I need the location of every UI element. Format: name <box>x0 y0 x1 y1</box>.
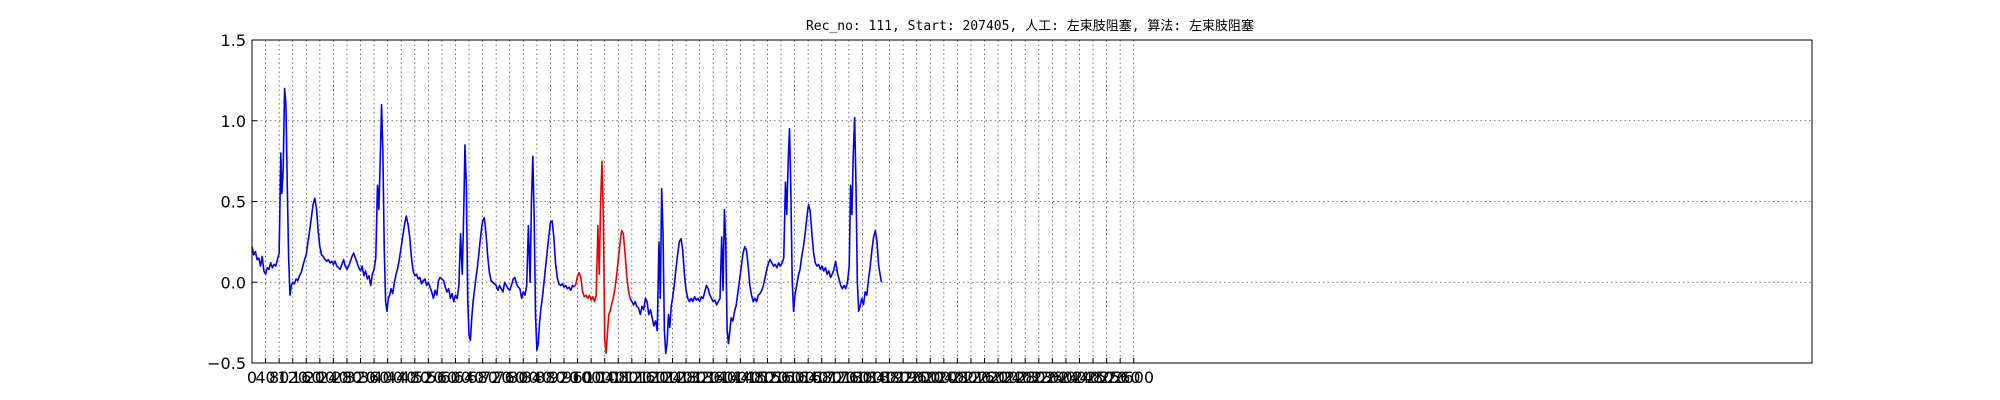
x-tick-label: 2440 <box>1059 368 1100 387</box>
x-tick-label: 760 <box>494 368 525 387</box>
x-tick-label: 1680 <box>801 368 842 387</box>
y-tick-label: 1.5 <box>221 31 246 50</box>
y-tick-label: −0.5 <box>207 354 246 373</box>
x-tick-label: 640 <box>454 368 485 387</box>
x-tick-label: 2400 <box>1046 368 1087 387</box>
x-tick-label: 2280 <box>1005 368 1046 387</box>
ecg-series-line <box>573 160 631 355</box>
x-tick-label: 1160 <box>625 368 666 387</box>
x-tick-label: 2520 <box>1086 368 1127 387</box>
y-tick-label: 1.0 <box>221 112 246 131</box>
x-tick-label: 400 <box>372 368 403 387</box>
x-axis-ticks: 0408012016020024028032036040044048052056… <box>247 358 1154 387</box>
plot-series <box>251 87 883 355</box>
x-tick-label: 1080 <box>598 368 639 387</box>
y-gridlines <box>252 39 1812 364</box>
x-tick-label: 1360 <box>693 368 734 387</box>
x-tick-label: 2320 <box>1018 368 1059 387</box>
x-tick-label: 2560 <box>1100 368 1141 387</box>
x-tick-label: 560 <box>427 368 458 387</box>
x-tick-label: 600 <box>440 368 471 387</box>
ecg-series-line <box>251 87 575 351</box>
y-axis-ticks: −0.5 0.0 0.5 1.0 1.5 <box>207 31 257 373</box>
x-tick-label: 1200 <box>639 368 680 387</box>
x-tick-label: 2240 <box>991 368 1032 387</box>
x-tick-label: 360 <box>359 368 390 387</box>
x-tick-label: 1720 <box>815 368 856 387</box>
x-tick-label: 2120 <box>951 368 992 387</box>
x-tick-label: 840 <box>522 368 553 387</box>
x-tick-label: 40 <box>255 368 275 387</box>
x-tick-label: 2040 <box>923 368 964 387</box>
x-tick-label: 80 <box>269 368 289 387</box>
x-tick-label: 160 <box>291 368 322 387</box>
x-tick-label: 960 <box>562 368 593 387</box>
x-tick-label: 1760 <box>829 368 870 387</box>
chart-title: Rec_no: 111, Start: 207405, 人工: 左束肢阻塞, 算… <box>806 18 1254 34</box>
x-tick-label: 1520 <box>747 368 788 387</box>
x-tick-label: 200 <box>305 368 336 387</box>
x-tick-label: 2480 <box>1073 368 1114 387</box>
x-tick-label: 1800 <box>842 368 883 387</box>
x-tick-label: 1320 <box>679 368 720 387</box>
x-tick-label: 2080 <box>937 368 978 387</box>
x-tick-label: 1040 <box>584 368 625 387</box>
x-tick-label: 680 <box>467 368 498 387</box>
x-tick-label: 800 <box>508 368 539 387</box>
x-tick-label: 720 <box>481 368 512 387</box>
x-tick-label: 1120 <box>611 368 652 387</box>
x-tick-label: 440 <box>386 368 417 387</box>
x-tick-label: 480 <box>400 368 431 387</box>
y-tick-label: 0.5 <box>221 193 246 212</box>
x-tick-label: 280 <box>332 368 363 387</box>
x-tick-label: 1880 <box>869 368 910 387</box>
x-tick-label: 320 <box>345 368 376 387</box>
x-tick-label: 120 <box>277 368 308 387</box>
x-tick-label: 2200 <box>978 368 1019 387</box>
x-tick-label: 520 <box>413 368 444 387</box>
x-tick-label: 2360 <box>1032 368 1073 387</box>
x-tick-label: 1840 <box>856 368 897 387</box>
x-tick-label: 2600 <box>1113 368 1154 387</box>
x-tick-label: 1240 <box>652 368 693 387</box>
y-tick-label: 0.0 <box>221 273 246 292</box>
x-tick-label: 1000 <box>571 368 612 387</box>
x-tick-label: 920 <box>549 368 580 387</box>
x-tick-label: 2000 <box>910 368 951 387</box>
x-tick-label: 2160 <box>964 368 1005 387</box>
x-tick-label: 240 <box>318 368 349 387</box>
x-tick-label: 0 <box>247 368 257 387</box>
x-tick-label: 1440 <box>720 368 761 387</box>
x-tick-label: 1960 <box>896 368 937 387</box>
ecg-series-line <box>629 116 883 355</box>
x-tick-label: 1560 <box>761 368 802 387</box>
x-tick-label: 1280 <box>666 368 707 387</box>
x-tick-label: 1600 <box>774 368 815 387</box>
x-tick-label: 1480 <box>734 368 775 387</box>
x-tick-label: 1640 <box>788 368 829 387</box>
x-tick-label: 1920 <box>883 368 924 387</box>
x-tick-label: 880 <box>535 368 566 387</box>
x-tick-label: 1400 <box>706 368 747 387</box>
